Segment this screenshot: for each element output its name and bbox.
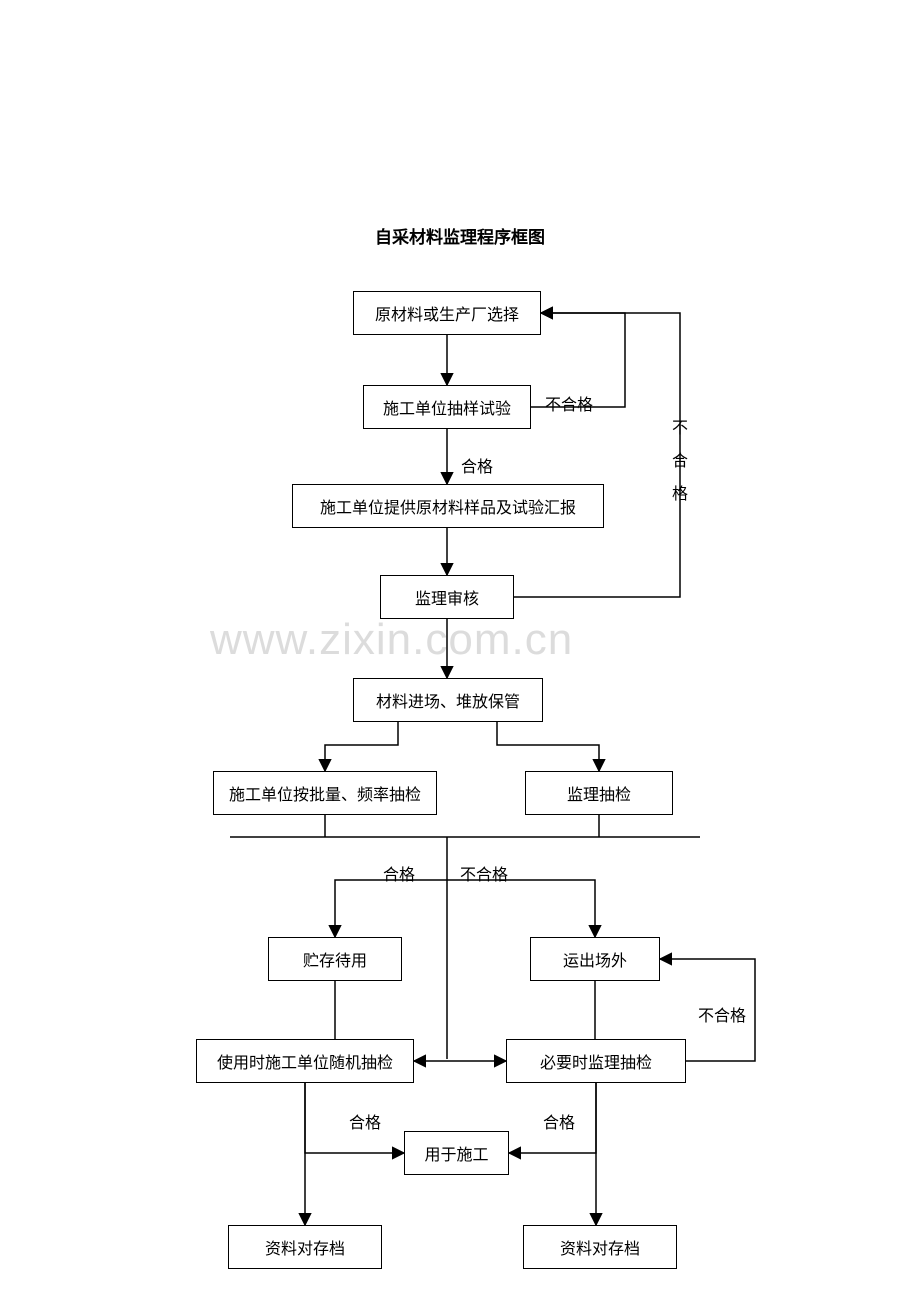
flowchart-page: 自采材料监理程序框图 www.zixin.com.cn 原材料或生产厂选择施工单… [0, 0, 920, 1302]
edge-label-text: 合格 [461, 459, 493, 476]
flow-node-n9: 运出场外 [530, 937, 660, 981]
node-label: 监理审核 [415, 585, 479, 609]
node-label: 用于施工 [424, 1141, 488, 1165]
flow-node-n3: 施工单位提供原材料样品及试验汇报 [292, 484, 604, 528]
edge-label-text: 合格 [383, 867, 415, 884]
flow-node-n1: 原材料或生产厂选择 [353, 291, 541, 335]
node-label: 运出场外 [563, 947, 627, 971]
page-title: 自采材料监理程序框图 [0, 223, 920, 248]
flow-node-n8: 贮存待用 [268, 937, 402, 981]
edge-label-text: 不合格 [545, 397, 593, 414]
watermark-text: www.zixin.com.cn [210, 615, 573, 664]
node-label: 监理抽检 [567, 781, 631, 805]
flow-node-n13: 资料对存档 [228, 1225, 382, 1269]
edge-label-l_pass1: 合格 [461, 453, 493, 477]
node-label: 必要时监理抽检 [540, 1049, 652, 1073]
flow-node-n5: 材料进场、堆放保管 [353, 678, 543, 722]
node-label: 施工单位提供原材料样品及试验汇报 [320, 494, 576, 518]
edge-label-text: 合格 [543, 1115, 575, 1132]
flow-node-n14: 资料对存档 [523, 1225, 677, 1269]
edge-label-l_fail2: 不合格 [460, 861, 508, 885]
edge-label-l_pass4: 合格 [543, 1109, 575, 1133]
node-label: 材料进场、堆放保管 [376, 688, 520, 712]
flow-node-n11: 必要时监理抽检 [506, 1039, 686, 1083]
edge-label-vertical: 不合格 [672, 414, 688, 504]
watermark: www.zixin.com.cn [210, 615, 573, 665]
node-label: 资料对存档 [265, 1235, 345, 1259]
node-label: 施工单位抽样试验 [383, 395, 511, 419]
edge-label-text: 合格 [349, 1115, 381, 1132]
flow-node-n10: 使用时施工单位随机抽检 [196, 1039, 414, 1083]
node-label: 使用时施工单位随机抽检 [217, 1049, 393, 1073]
edge-label-l_pass2: 合格 [383, 861, 415, 885]
flow-node-n2: 施工单位抽样试验 [363, 385, 531, 429]
node-label: 施工单位按批量、频率抽检 [229, 781, 421, 805]
flow-node-n12: 用于施工 [404, 1131, 509, 1175]
flow-node-n4: 监理审核 [380, 575, 514, 619]
edge-label-l_fail3: 不合格 [698, 1002, 746, 1026]
node-label: 原材料或生产厂选择 [375, 301, 519, 325]
flow-node-n6: 施工单位按批量、频率抽检 [213, 771, 437, 815]
edge-label-text: 不合格 [460, 867, 508, 884]
node-label: 贮存待用 [303, 947, 367, 971]
edge-label-l_pass3: 合格 [349, 1109, 381, 1133]
title-text: 自采材料监理程序框图 [375, 228, 545, 247]
edge-label-l_fail1: 不合格 [545, 391, 593, 415]
node-label: 资料对存档 [560, 1235, 640, 1259]
flow-node-n7: 监理抽检 [525, 771, 673, 815]
edge-label-text: 不合格 [698, 1008, 746, 1025]
